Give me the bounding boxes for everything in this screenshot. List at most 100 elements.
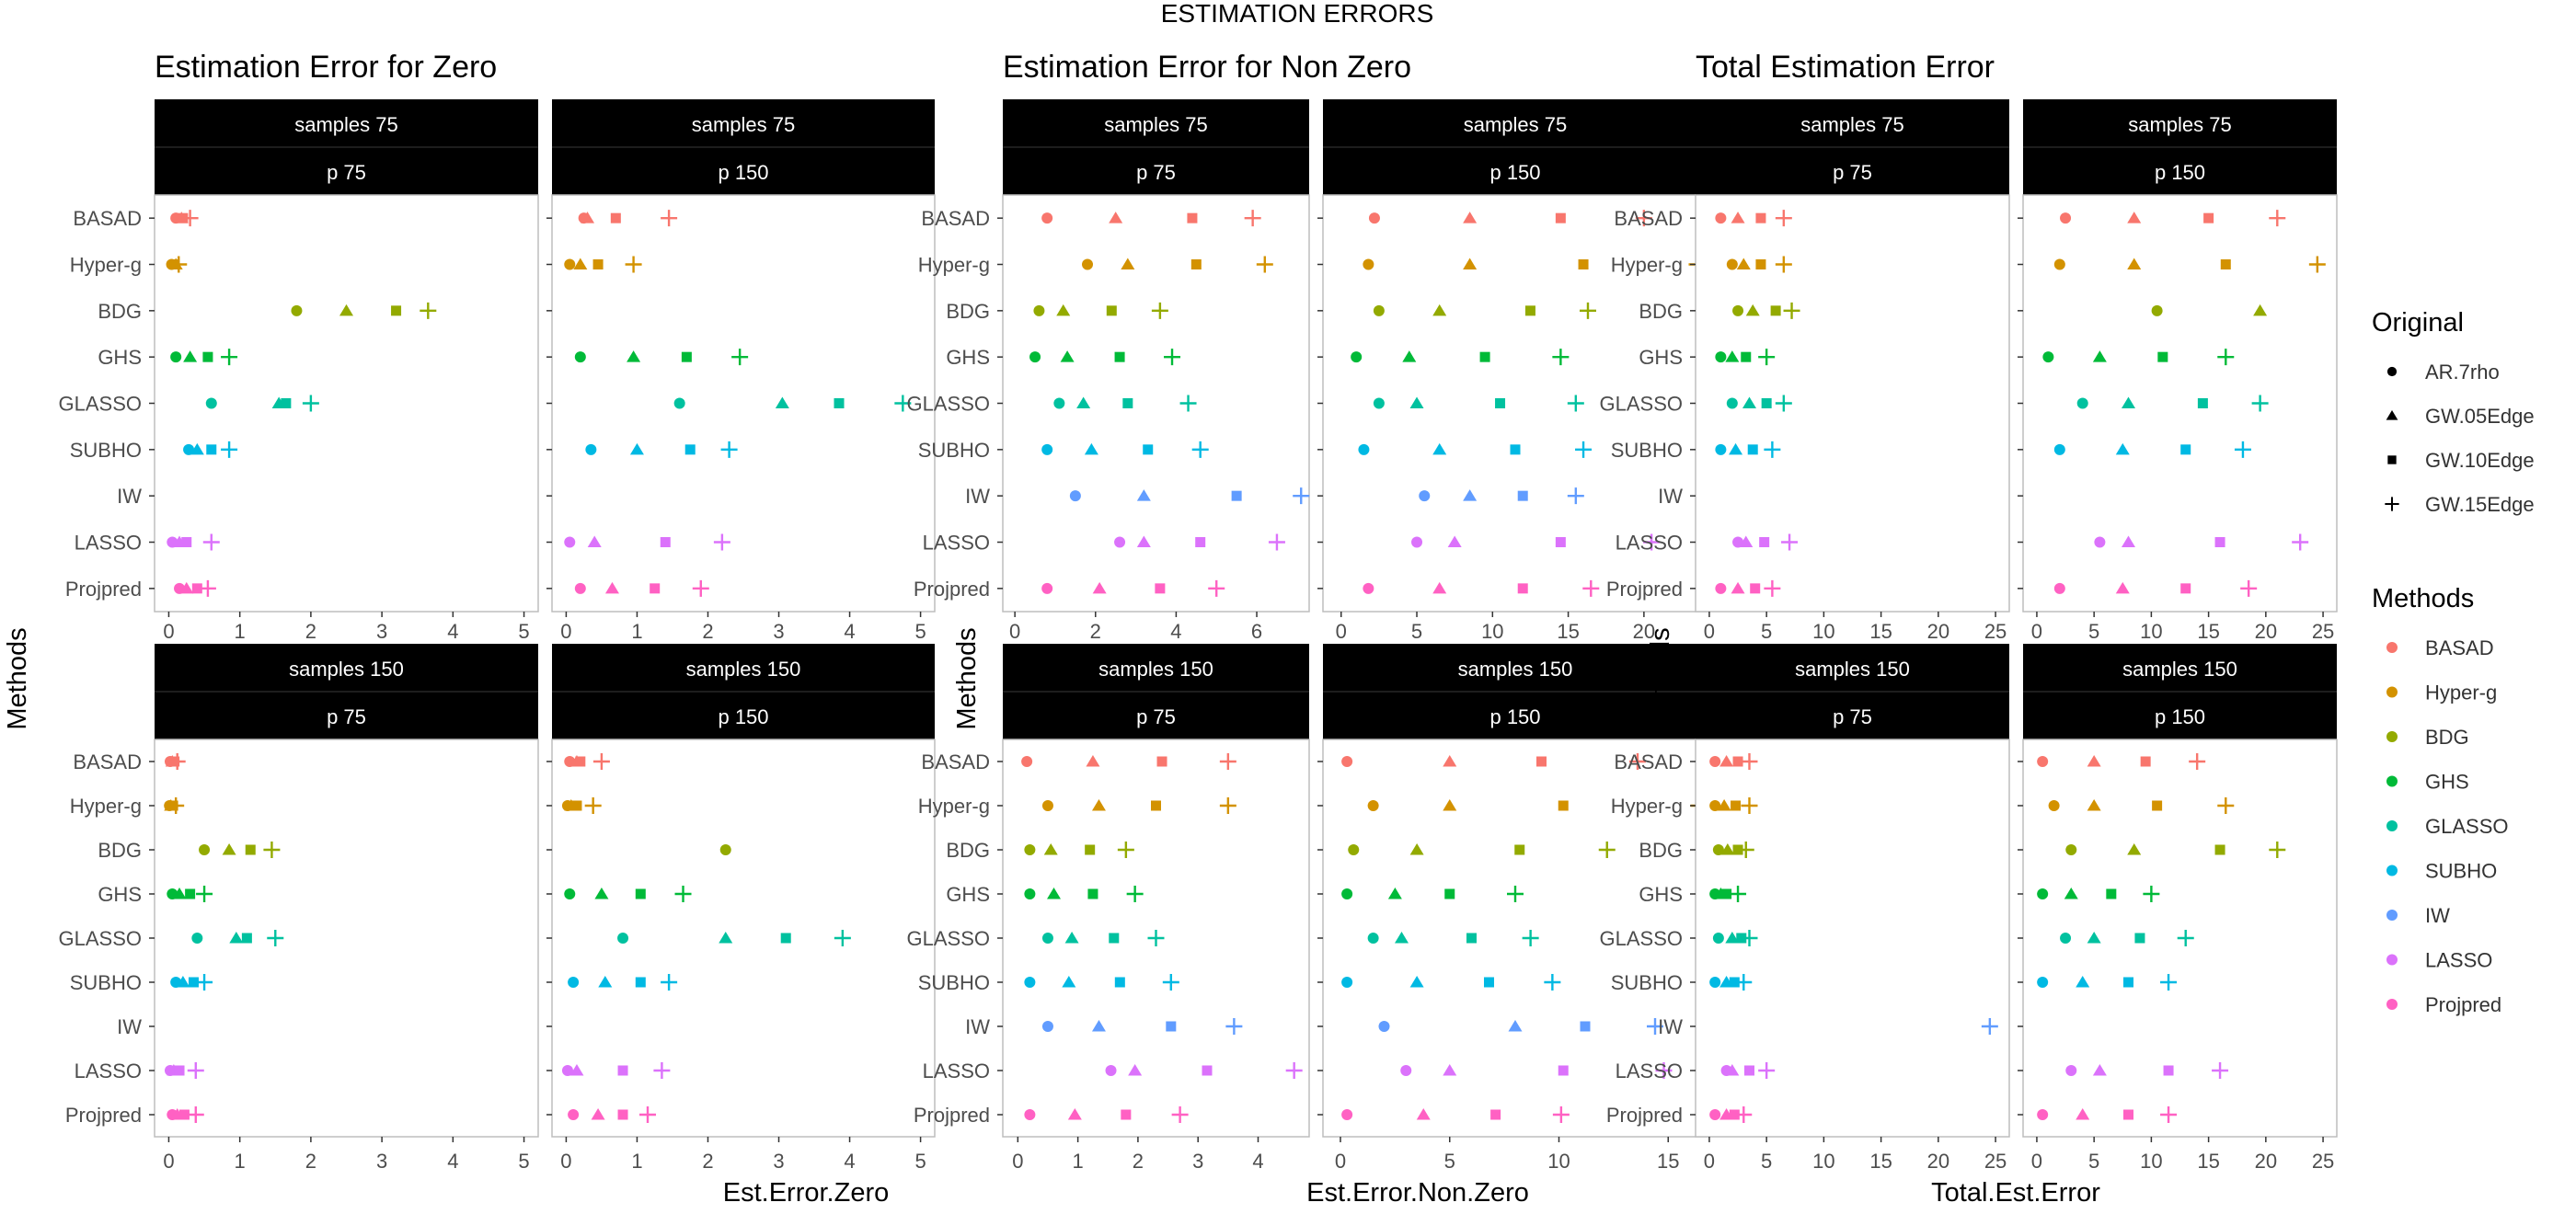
data-point [2163,1065,2174,1076]
legend-title-original: Original [2372,308,2464,338]
y-tick-label: GHS [98,346,142,369]
data-point [1731,800,1742,811]
data-point [1056,304,1071,316]
data-point [1121,258,1135,269]
strip-label: samples 75 [1800,113,1904,136]
strip-label: p 75 [1136,705,1176,728]
data-point [1732,304,1744,316]
data-point [1164,349,1181,366]
data-point [1092,581,1107,594]
y-tick-label: Projpred [914,578,990,601]
data-point [1712,933,1724,944]
data-point [1029,351,1041,363]
data-point [167,797,185,814]
data-point [1195,537,1206,547]
data-point [2203,212,2214,223]
x-tick-label: 20 [2255,1150,2277,1173]
data-point [2087,755,2101,767]
legend-key-color [2386,865,2398,876]
y-tick-label: GHS [1639,883,1683,906]
data-point [681,351,692,362]
strip-label: p 150 [1489,161,1540,184]
data-point [291,304,303,316]
data-point [1105,1065,1117,1076]
panel-border [1695,194,2010,613]
data-point [183,350,198,362]
data-point [267,930,284,946]
data-point [635,977,646,988]
data-point [1109,933,1120,944]
data-point [2151,304,2163,316]
data-point [1162,974,1179,991]
data-point [1715,212,1727,224]
data-point [1643,533,1661,551]
data-point [2060,212,2072,224]
y-tick-label: GLASSO [59,393,142,416]
data-point [1582,579,1600,597]
x-tick-label: 4 [844,1150,855,1173]
x-tick-label: 0 [2031,620,2042,643]
data-point [1351,351,1363,363]
facet-group-title: Estimation Error for Zero [155,50,497,85]
data-point [1378,1021,1390,1032]
data-point [625,256,642,273]
data-point [894,395,912,412]
data-point [2076,1108,2090,1120]
data-point [2087,932,2101,944]
facet-group-title: Estimation Error for Non Zero [1003,50,1411,85]
y-tick-label: BASAD [921,750,990,773]
data-point [1741,351,1752,362]
data-point [181,210,199,227]
strip-samples [1003,644,1309,692]
data-point [1741,797,1758,814]
y-axis-title: Methods [3,627,32,729]
data-point [1363,582,1374,594]
panel-border [1002,194,1310,613]
data-point [1402,350,1417,362]
strip-p [1003,692,1309,739]
legend-label: Hyper-g [2425,681,2497,704]
data-point [1726,258,1738,270]
x-tick-label: 0 [560,620,571,643]
strip-p [155,147,538,195]
data-point [1400,1065,1412,1076]
strip-p [1323,692,1708,739]
data-point [2076,397,2088,409]
data-point [190,442,204,455]
strip-p [552,692,935,739]
data-point [591,1108,605,1120]
y-tick-label: BDG [1639,300,1683,323]
data-point [1463,212,1478,223]
facet-panel: samples 150 p 150 0 1 2 3 4 5 [546,644,936,1173]
data-point [202,351,213,362]
data-point [1567,395,1584,412]
strip-label: p 150 [2155,705,2205,728]
data-point [1709,1109,1721,1120]
data-point [1121,1109,1132,1120]
data-point [1741,753,1758,770]
data-point [1191,441,1209,458]
data-point [1495,398,1506,408]
strip-label: samples 150 [289,658,404,681]
data-point [574,351,586,363]
data-point [188,977,199,988]
data-point [170,351,182,363]
data-point [1517,490,1528,501]
legend-key-color [2386,954,2398,966]
data-point [1466,933,1477,944]
data-point [1508,1020,1523,1032]
y-tick-label: GLASSO [1600,393,1683,416]
data-point [2048,800,2060,811]
strip-samples [1323,644,1708,692]
data-point [2092,1064,2107,1076]
data-point [1419,490,1431,502]
facet-group-title: Total Estimation Error [1696,50,1995,85]
data-point [1755,259,1766,269]
strip-label: samples 150 [2122,658,2237,681]
data-point [1490,1109,1501,1120]
data-point [2106,888,2117,899]
data-point [1085,844,1096,855]
data-point [2121,396,2135,408]
data-point [1717,799,1731,811]
y-tick-label: LASSO [923,532,990,555]
